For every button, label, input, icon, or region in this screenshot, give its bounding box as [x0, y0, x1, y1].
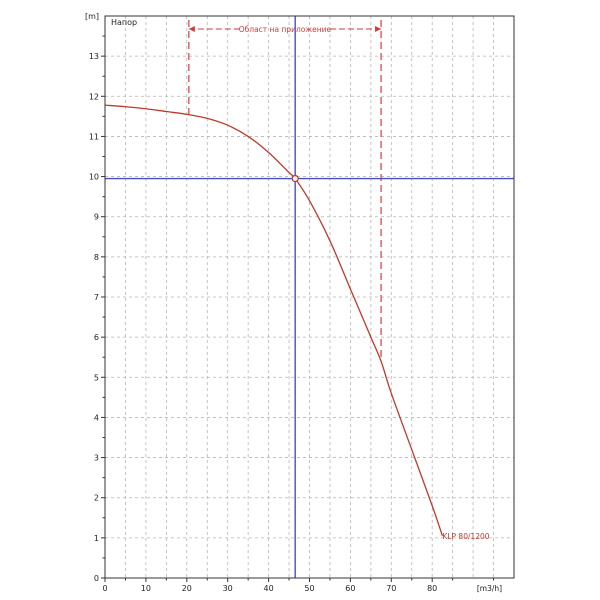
arrowhead-right-icon: [375, 26, 382, 32]
x-tick-label: 60: [345, 584, 355, 593]
crosshair-layer: [105, 16, 514, 578]
x-tick-label: 50: [304, 584, 314, 593]
y-tick-label: 13: [89, 52, 99, 61]
x-tick-label: 0: [102, 584, 107, 593]
y-tick-label: 0: [94, 574, 99, 583]
y-tick-label: 12: [89, 92, 99, 101]
y-tick-label: 10: [89, 173, 99, 182]
operating-point-marker: [291, 174, 299, 183]
y-tick-label: 7: [94, 293, 99, 302]
y-tick-label: 11: [89, 132, 99, 141]
y-tick-label: 9: [94, 213, 99, 222]
x-tick-label: 30: [223, 584, 233, 593]
application-range-layer: Област на приложение: [188, 20, 382, 362]
y-tick-label: 5: [94, 373, 99, 382]
series-line-klp-80-1200: [104, 104, 444, 537]
x-tick-label: 40: [264, 584, 274, 593]
y-axis-unit-label: [m]: [85, 12, 99, 21]
x-tick-label: 80: [427, 584, 437, 593]
x-tick-label: 20: [182, 584, 192, 593]
series-label: KLP 80/1200: [442, 532, 489, 541]
arrowhead-left-icon: [188, 26, 195, 32]
grid-layer: [105, 15, 514, 578]
label-layer: [m] [m3/h] Напор: [85, 12, 502, 593]
y-tick-label: 3: [94, 454, 99, 463]
chart-title: Напор: [111, 18, 137, 27]
application-range-label: Област на приложение: [239, 25, 332, 34]
y-tick-label: 8: [94, 253, 99, 262]
x-tick-label: 70: [386, 584, 396, 593]
y-tick-label: 2: [94, 494, 99, 503]
y-tick-label: 6: [94, 333, 99, 342]
series-layer: KLP 80/1200: [104, 104, 490, 541]
x-tick-label: 10: [141, 584, 151, 593]
y-tick-label: 4: [94, 413, 99, 422]
y-tick-label: 1: [94, 534, 99, 543]
x-axis-unit-label: [m3/h]: [477, 584, 502, 593]
